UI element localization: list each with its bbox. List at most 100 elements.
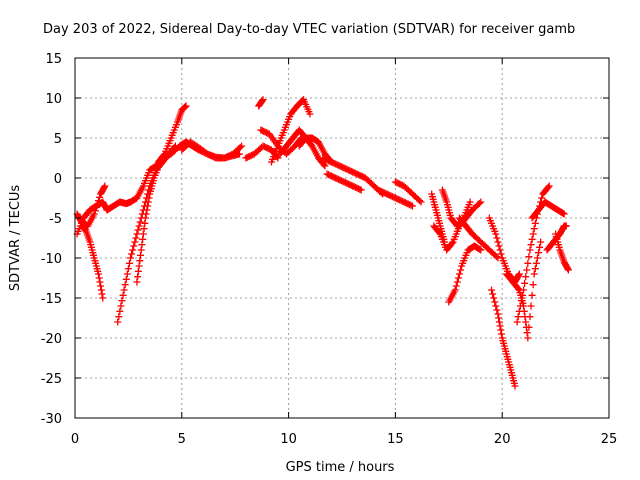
data-point [477, 198, 485, 206]
data-point [139, 230, 147, 238]
data-point [564, 265, 572, 273]
data-point [455, 270, 463, 278]
series-arc-d4 [268, 96, 314, 166]
y-tick-label: 15 [45, 52, 62, 67]
data-point [493, 253, 501, 261]
data-point [181, 103, 189, 111]
series-arc-f3 [438, 186, 474, 230]
data-point [94, 270, 102, 278]
data-point [511, 382, 519, 390]
data-point [526, 246, 534, 254]
data-point [96, 278, 104, 286]
data-point [453, 278, 461, 286]
data-point [131, 238, 139, 246]
data-point [490, 294, 498, 302]
y-tick-label: 10 [45, 92, 62, 107]
data-point [145, 194, 153, 202]
data-point [533, 254, 541, 262]
data-point [127, 254, 135, 262]
data-point [475, 199, 483, 207]
y-tick-label: -5 [49, 212, 62, 227]
data-point [517, 297, 525, 305]
y-tick-label: -20 [41, 332, 62, 347]
chart-title: Day 203 of 2022, Sidereal Day-to-day VTE… [43, 22, 575, 37]
data-point [128, 250, 136, 258]
data-point [114, 318, 122, 326]
data-point [96, 193, 104, 201]
data-point [477, 246, 485, 254]
data-point [130, 242, 138, 250]
series-arc-e3 [374, 186, 416, 210]
data-point [306, 110, 314, 118]
data-point [235, 150, 243, 158]
data-point [545, 182, 553, 190]
data-point [514, 285, 522, 293]
data-point [530, 225, 538, 233]
data-point [525, 323, 533, 331]
data-point [527, 302, 535, 310]
series-arc-e2 [323, 170, 365, 194]
y-tick-label: 0 [54, 172, 62, 187]
series-arc-b1 [103, 198, 135, 214]
series-arc-a3 [77, 222, 107, 302]
data-point [492, 230, 500, 238]
data-point [497, 330, 505, 338]
series-arc-g5 [528, 198, 568, 222]
grid-layer [75, 58, 609, 418]
data-point [357, 186, 365, 194]
data-point [448, 239, 456, 247]
data-point [98, 290, 106, 298]
data-point [520, 286, 528, 294]
y-tick-label: -25 [41, 372, 62, 387]
data-point [97, 286, 105, 294]
x-axis-label: GPS time / hours [286, 460, 395, 475]
data-point [528, 291, 536, 299]
data-point [515, 271, 523, 279]
data-point [521, 279, 529, 287]
data-point [495, 242, 503, 250]
data-point [523, 329, 531, 337]
x-tick-label: 20 [494, 432, 511, 447]
data-point [524, 334, 532, 342]
data-point [513, 318, 521, 326]
data-point [120, 286, 128, 294]
series-arc-e1 [319, 154, 387, 198]
data-point [496, 322, 504, 330]
x-tick-label: 0 [71, 432, 79, 447]
data-point [132, 234, 140, 242]
data-point [494, 238, 502, 246]
data-point [133, 230, 141, 238]
series-arc-f5 [455, 214, 502, 262]
data-point [493, 234, 501, 242]
series-arc-c3 [178, 138, 243, 162]
data-point [123, 270, 131, 278]
data-point [516, 302, 524, 310]
data-point [90, 210, 98, 218]
data-point [514, 313, 522, 321]
data-point [523, 266, 531, 274]
series-arc-e4 [391, 178, 425, 206]
data-point [133, 278, 141, 286]
data-point [139, 235, 147, 243]
data-point [457, 266, 465, 274]
data-point [101, 182, 109, 190]
data-point [497, 326, 505, 334]
y-tick-label: -10 [41, 252, 62, 267]
data-point [238, 142, 246, 150]
data-point [435, 229, 443, 237]
data-point [137, 251, 145, 259]
data-point [488, 286, 496, 294]
data-point [526, 313, 534, 321]
data-point [116, 307, 124, 315]
series-arc-d2 [255, 96, 267, 110]
x-tick-label: 10 [280, 432, 297, 447]
data-point [495, 314, 503, 322]
data-point [125, 259, 133, 267]
data-point [492, 302, 500, 310]
data-point [531, 219, 539, 227]
data-point [525, 253, 533, 261]
data-point [535, 249, 543, 257]
data-point [495, 318, 503, 326]
data-point [466, 198, 474, 206]
data-point [144, 202, 152, 210]
